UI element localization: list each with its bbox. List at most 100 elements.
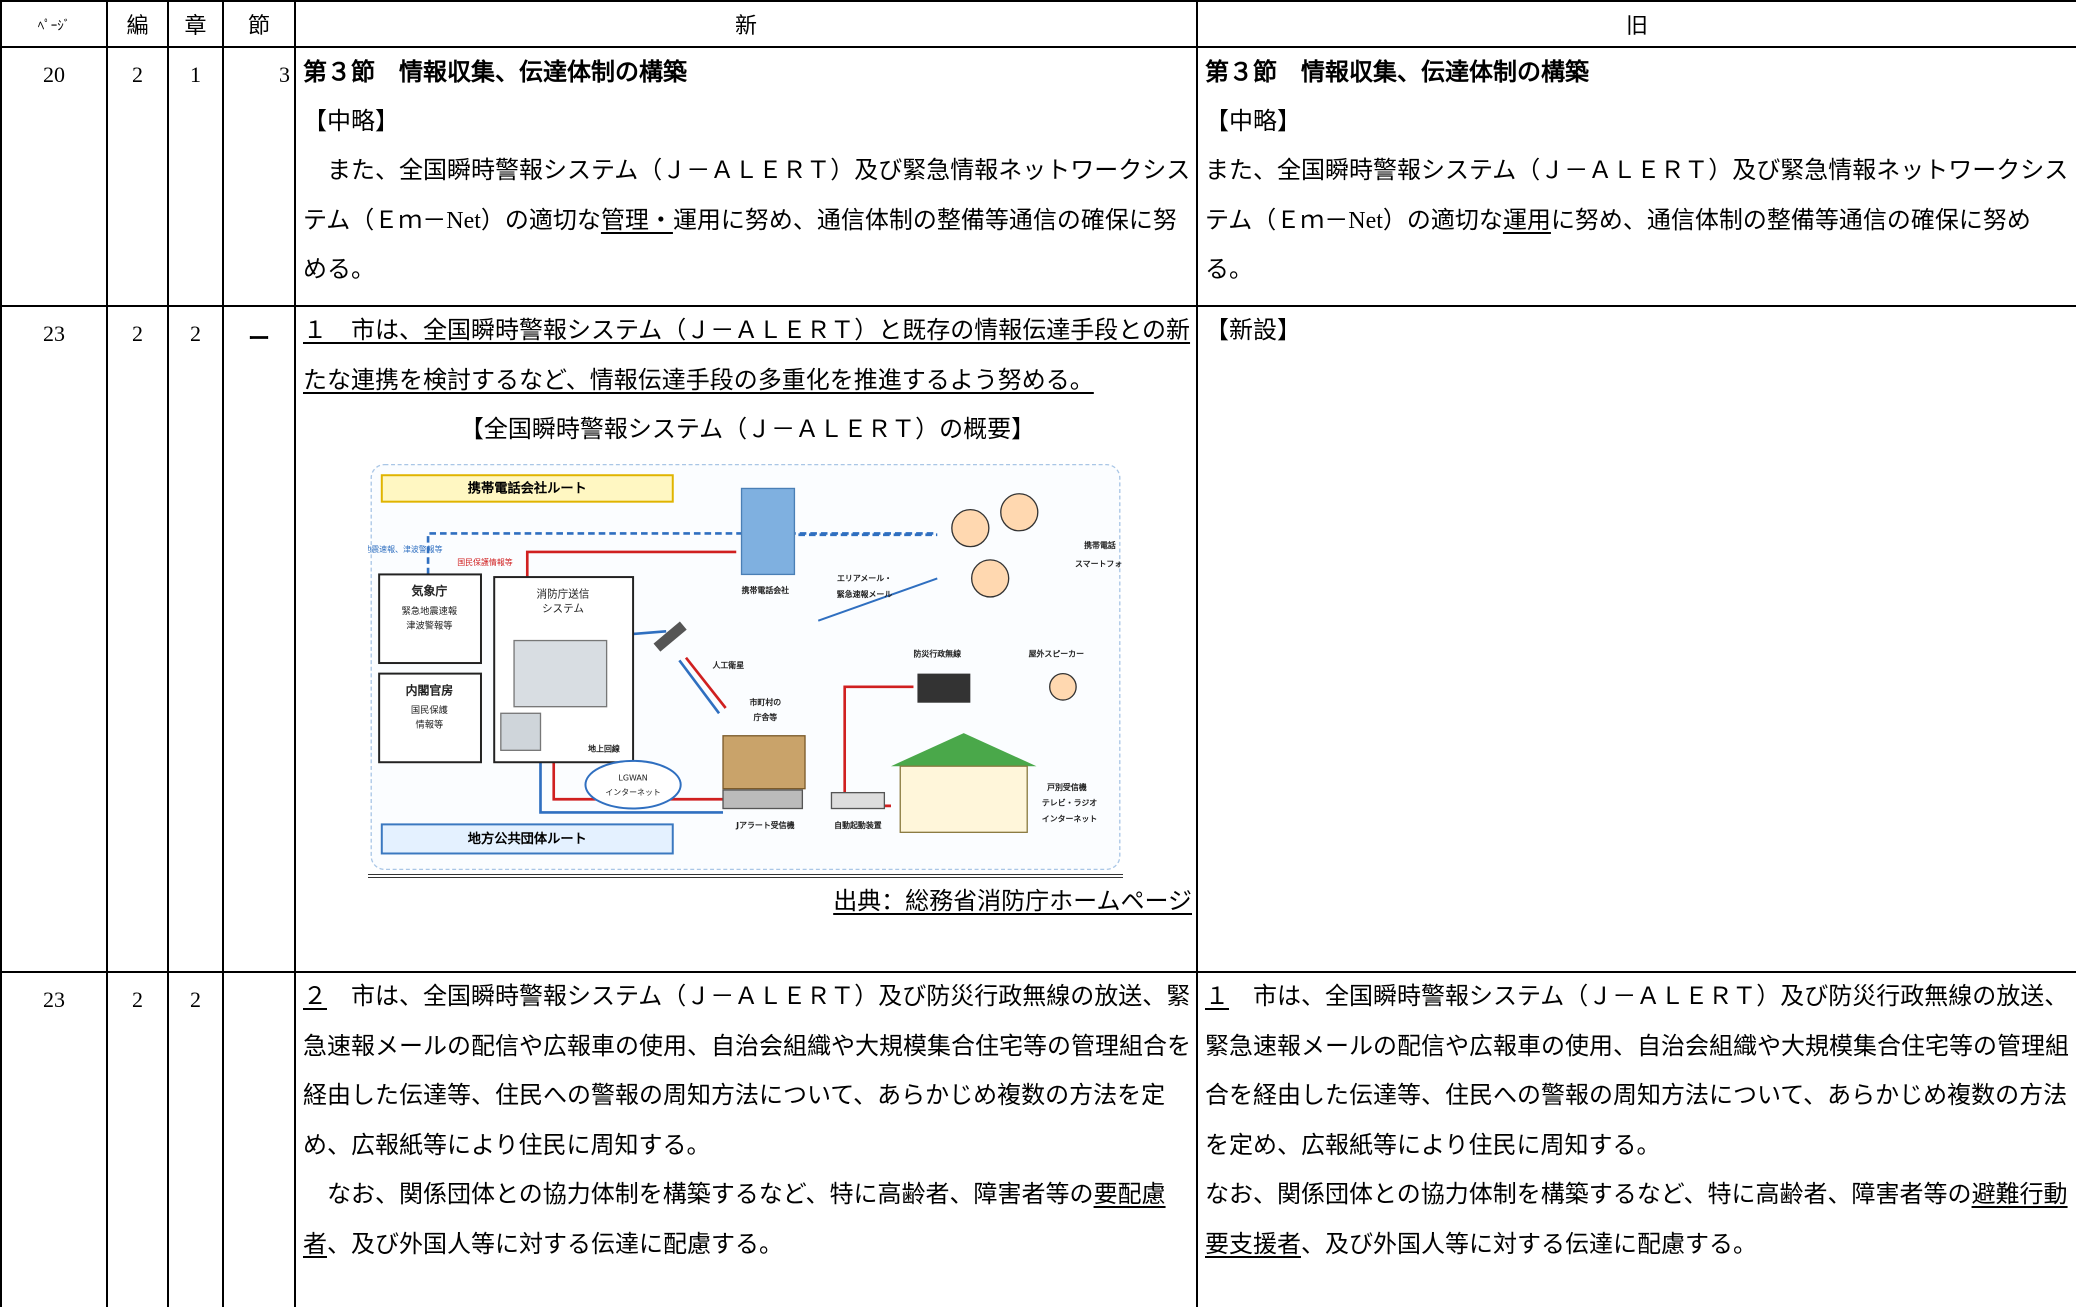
cell — [222, 971, 296, 1307]
header-row: ﾍﾟｰｼﾞ 編 章 節 新 旧 — [0, 0, 2076, 48]
cell: 第３節 情報収集、伝達体制の構築 【中略】 また、全国瞬時警報システム（Ｊ－ＡＬＥ… — [294, 46, 1198, 307]
text-span: ２ — [303, 984, 327, 1010]
person-icon — [951, 508, 990, 548]
cell: １ 市は、全国瞬時警報システム（Ｊ－ＡＬＥＲＴ）及び防災行政無線の放送、緊急速報… — [1196, 971, 2076, 1307]
house-icon — [890, 732, 1037, 766]
text-span: なお、関係団体との協力体制を構築するなど、特に高齢者、障害者等の — [1205, 1182, 1972, 1209]
text-span: １ — [1205, 984, 1229, 1010]
cell: 2 — [106, 46, 169, 307]
paragraph: また、全国瞬時警報システム（Ｊ－ＡＬＥＲＴ）及び緊急情報ネットワークシステム（Ｅ… — [1205, 147, 2072, 296]
building-icon — [740, 487, 796, 575]
text-span: 要配慮者 — [303, 1182, 1166, 1258]
text-span: 、及び外国人等に対する伝達に配慮する。 — [327, 1231, 783, 1258]
figure-label: 戸別受信機 — [1047, 782, 1087, 792]
figure-label: 緊急速報メール — [837, 589, 893, 599]
text-span: に努め、通信体制の整備等通信の確保に努める。 — [1205, 207, 2031, 284]
header-cell: 旧 — [1196, 0, 2076, 48]
person-icon — [971, 558, 1010, 598]
header-cell: 新 — [294, 0, 1198, 48]
figure-label: システム — [542, 603, 584, 615]
text-span: 【中略】 — [1205, 108, 1301, 135]
figure-label: 屋外スピーカー — [1029, 648, 1085, 658]
cell: 2 — [167, 305, 224, 973]
flow-line — [817, 577, 938, 622]
route-box — [380, 823, 674, 855]
figure-label: 気象庁 — [412, 584, 448, 598]
cell: ２ 市は、全国瞬時警報システム（Ｊ－ＡＬＥＲＴ）及び防災行政無線の放送、緊急速報… — [294, 971, 1198, 1307]
text-span: 【中略】 — [303, 108, 399, 135]
office-icon — [722, 734, 806, 790]
text-span: 市は、全国瞬時警報システム（Ｊ－ＡＬＥＲＴ）及び防災行政無線の放送、緊急速報メー… — [303, 984, 1191, 1159]
cell: 23 — [0, 971, 108, 1307]
person-icon — [1000, 492, 1039, 532]
figure-label: スマートフォン — [1075, 559, 1123, 568]
paragraph: １ 市は、全国瞬時警報システム（Ｊ－ＡＬＥＲＴ）と既存の情報伝達手段との新たな連… — [303, 307, 1192, 406]
agency-box — [378, 573, 482, 664]
receiver-icon — [722, 789, 804, 809]
figure-label: 地上回線 — [588, 743, 620, 753]
house-icon — [899, 765, 1028, 833]
text-span: 第３節 情報収集、伝達体制の構築 — [1205, 58, 1589, 86]
text-span: 【新設】 — [1205, 318, 1301, 344]
receiver-icon — [830, 791, 886, 809]
figure-label: 消防庁送信 — [537, 587, 590, 600]
paragraph: １ 市は、全国瞬時警報システム（Ｊ－ＡＬＥＲＴ）及び防災行政無線の放送、緊急速報… — [1205, 973, 2072, 1171]
paragraph: 第３節 情報収集、伝達体制の構築 — [303, 48, 1192, 98]
text-span: 避難行動要支援者 — [1205, 1182, 2068, 1258]
header-cell: 編 — [106, 0, 169, 48]
flow-line — [843, 685, 914, 800]
flow-line — [684, 656, 727, 709]
figure-label: 自動起動装置 — [834, 820, 882, 830]
paragraph: ２ 市は、全国瞬時警報システム（Ｊ－ＡＬＥＲＴ）及び防災行政無線の放送、緊急速報… — [303, 973, 1192, 1171]
text-span: 【全国瞬時警報システム（Ｊ－ＡＬＥＲＴ）の概要】 — [459, 417, 1036, 444]
text-span: 管理・ — [600, 207, 673, 234]
paragraph: 【全国瞬時警報システム（Ｊ－ＡＬＥＲＴ）の概要】 — [303, 406, 1192, 456]
flow-line — [426, 531, 938, 575]
header-cell: 章 — [167, 0, 224, 48]
table-row: 23 2 2 ー １ 市は、全国瞬時警報システム（Ｊ－ＡＬＥＲＴ）と既存の情報伝達手段と… — [0, 305, 2076, 973]
figure-label: 防災行政無線 — [914, 648, 962, 658]
header-cell: ﾍﾟｰｼﾞ — [0, 0, 108, 48]
route-box — [380, 474, 674, 503]
cell: ー — [222, 305, 296, 973]
system-icon — [513, 639, 608, 708]
paragraph: なお、関係団体との協力体制を構築するなど、特に高齢者、障害者等の要配慮者、及び外… — [303, 1171, 1192, 1270]
flow-line — [632, 629, 667, 636]
figure-label: 市町村の — [749, 697, 781, 707]
figure-label: 携帯電話会社 — [742, 585, 790, 595]
text-span: また、全国瞬時警報システム（Ｊ－ＡＬＥＲＴ）及び緊急情報ネットワークシステム（Ｅ… — [303, 158, 1191, 234]
paragraph: 【新設】 — [1205, 307, 2072, 357]
text-span: また、全国瞬時警報システム（Ｊ－ＡＬＥＲＴ）及び緊急情報ネットワークシステム（Ｅ… — [1205, 158, 2069, 234]
cell: 20 — [0, 46, 108, 307]
text-span: 、及び外国人等に対する伝達に配慮する。 — [1301, 1231, 1757, 1258]
cell: 2 — [167, 971, 224, 1307]
system-icon — [500, 712, 542, 751]
figure-label: 人工衛星 — [712, 660, 744, 670]
figure-label: 津波警報等 — [406, 619, 452, 631]
figure-label: インターネット — [605, 788, 660, 797]
text-span: １ 市は、全国瞬時警報システム（Ｊ－ＡＬＥＲＴ）と既存の情報伝達手段との新たな連… — [303, 318, 1191, 394]
figure-label: 内閣官房 — [406, 683, 454, 697]
cloud-icon — [584, 759, 682, 810]
flow-line — [525, 550, 737, 577]
person-icon — [1049, 672, 1077, 701]
text-span: 市は、全国瞬時警報システム（Ｊ－ＡＬＥＲＴ）及び防災行政無線の放送、緊急速報メー… — [1205, 984, 2069, 1159]
figure: 携帯電話会社ルート緊急地震速報、津波警報等国民保護情報等気象庁緊急地震速報津波警… — [368, 463, 1123, 878]
flow-line — [678, 659, 721, 714]
paragraph: また、全国瞬時警報システム（Ｊ－ＡＬＥＲＴ）及び緊急情報ネットワークシステム（Ｅ… — [303, 147, 1192, 296]
cell: 23 — [0, 305, 108, 973]
figure-label: Jアラート受信機 — [735, 820, 794, 830]
figure-label: インターネット — [1042, 813, 1097, 823]
cell: １ 市は、全国瞬時警報システム（Ｊ－ＡＬＥＲＴ）と既存の情報伝達手段との新たな連… — [294, 305, 1198, 973]
text-span: 出典：総務省消防庁ホームページ — [833, 888, 1192, 915]
flow-line — [539, 762, 724, 814]
text-span: 第３節 情報収集、伝達体制の構築 — [303, 58, 687, 86]
agency-box — [378, 672, 482, 763]
text-span: なお、関係団体との協力体制を構築するなど、特に高齢者、障害者等の — [303, 1182, 1094, 1209]
cell: 2 — [106, 305, 169, 973]
figure-label: 庁舎等 — [752, 712, 777, 722]
table-body: 20 2 1 3 第３節 情報収集、伝達体制の構築 【中略】 また、全国瞬時警報システム（… — [0, 46, 2076, 1307]
cell: 3 — [222, 46, 296, 307]
paragraph: 出典：総務省消防庁ホームページ — [303, 878, 1192, 928]
